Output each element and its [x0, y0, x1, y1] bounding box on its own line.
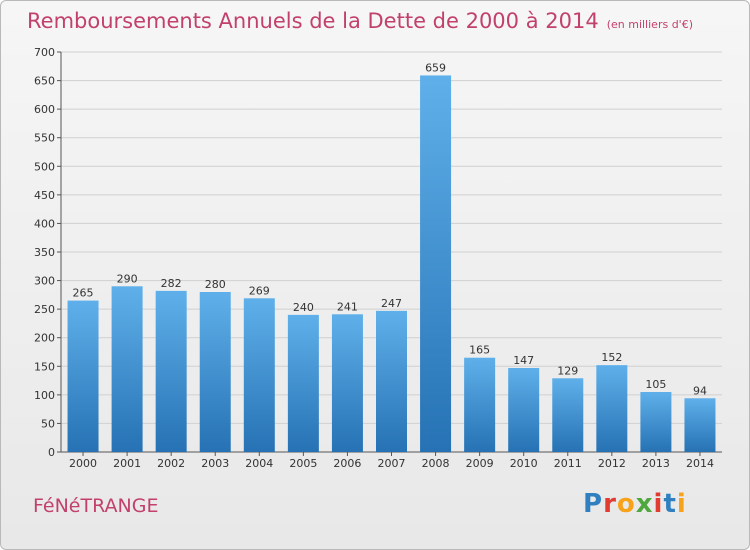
title-text: Remboursements Annuels de la Dette de 20… [27, 9, 599, 33]
bar [552, 378, 584, 452]
logo-letter: t [663, 489, 677, 519]
logo-letter: P [583, 489, 604, 519]
y-tick-label: 500 [34, 160, 55, 173]
y-tick-label: 450 [34, 189, 55, 202]
y-tick-label: 600 [34, 103, 55, 116]
y-tick-label: 200 [34, 332, 55, 345]
logo-letter: x [635, 489, 654, 519]
y-tick-label: 100 [34, 389, 55, 402]
x-tick-label: 2011 [554, 457, 582, 470]
y-tick-label: 250 [34, 303, 55, 316]
x-tick-label: 2001 [113, 457, 141, 470]
y-tick-label: 400 [34, 217, 55, 230]
data-label: 147 [513, 354, 534, 367]
data-label: 105 [645, 378, 666, 391]
x-tick-label: 2003 [201, 457, 229, 470]
x-tick-label: 2005 [289, 457, 317, 470]
data-label: 240 [293, 301, 314, 314]
x-tick-label: 2008 [422, 457, 450, 470]
data-label: 165 [469, 344, 490, 357]
y-tick-label: 550 [34, 132, 55, 145]
data-label: 94 [693, 384, 707, 397]
data-label: 241 [337, 300, 358, 313]
bar [243, 298, 275, 452]
bar [684, 398, 716, 452]
data-label: 269 [249, 284, 270, 297]
y-tick-label: 700 [34, 46, 55, 59]
data-label: 129 [557, 364, 578, 377]
y-tick-label: 150 [34, 360, 55, 373]
bar [67, 300, 99, 452]
y-tick-label: 300 [34, 275, 55, 288]
logo-letter: o [616, 489, 636, 519]
x-tick-label: 2002 [157, 457, 185, 470]
data-label: 280 [205, 278, 226, 291]
bar [596, 365, 628, 452]
data-label: 290 [117, 272, 138, 285]
logo-letter: r [603, 489, 617, 519]
y-tick-label: 650 [34, 75, 55, 88]
x-tick-label: 2007 [378, 457, 406, 470]
x-tick-label: 2006 [333, 457, 361, 470]
y-tick-label: 0 [48, 446, 55, 459]
proxiti-logo[interactable]: Proxiti [583, 489, 687, 519]
y-tick-label: 350 [34, 246, 55, 259]
logo-letter: i [676, 489, 687, 519]
unit-text: (en milliers d'€) [606, 18, 693, 31]
data-label: 282 [161, 277, 182, 290]
data-label: 659 [425, 61, 446, 74]
bar [155, 290, 187, 452]
bar [376, 310, 407, 452]
chart-title: Remboursements Annuels de la Dette de 20… [27, 9, 693, 33]
data-label: 265 [73, 287, 94, 300]
x-tick-label: 2010 [510, 457, 538, 470]
data-label: 152 [601, 351, 622, 364]
logo-letter: i [653, 489, 664, 519]
bar [420, 75, 452, 452]
x-tick-label: 2009 [466, 457, 494, 470]
x-tick-label: 2012 [598, 457, 626, 470]
y-tick-label: 50 [41, 417, 55, 430]
x-tick-label: 2004 [245, 457, 273, 470]
commune-name: FéNéTRANGE [33, 495, 159, 517]
bar [508, 368, 540, 452]
bar [287, 314, 319, 452]
bar [464, 357, 496, 452]
bar [331, 314, 363, 452]
bar [640, 392, 672, 452]
x-tick-label: 2013 [642, 457, 670, 470]
bar [111, 286, 143, 452]
bar [199, 292, 231, 452]
x-tick-label: 2000 [69, 457, 97, 470]
data-label: 247 [381, 297, 402, 310]
x-tick-label: 2014 [686, 457, 714, 470]
